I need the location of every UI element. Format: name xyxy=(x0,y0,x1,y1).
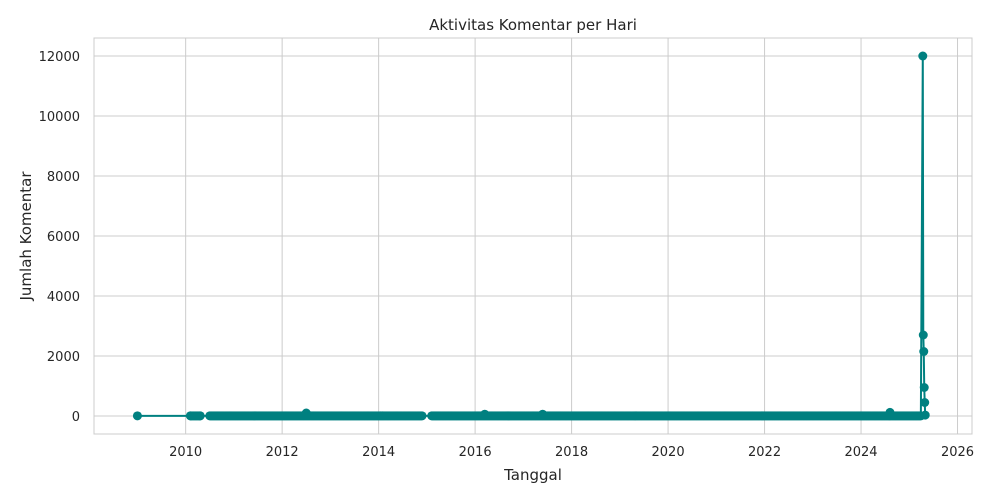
data-point xyxy=(920,410,930,420)
data-point xyxy=(918,330,928,340)
y-tick-label: 6000 xyxy=(47,230,80,245)
y-tick-label: 2000 xyxy=(47,350,80,365)
y-tick-label: 12000 xyxy=(39,50,80,65)
series-layer xyxy=(132,51,930,421)
x-tick-label: 2012 xyxy=(266,445,299,460)
y-tick-label: 0 xyxy=(72,410,80,425)
y-tick-label: 4000 xyxy=(47,290,80,305)
x-tick-label: 2018 xyxy=(555,445,588,460)
x-tick-label: 2014 xyxy=(362,445,395,460)
data-point xyxy=(132,411,142,421)
x-tick-label: 2016 xyxy=(459,445,492,460)
data-point xyxy=(919,383,929,392)
data-point xyxy=(417,411,427,421)
data-point xyxy=(195,411,205,421)
y-tick-label: 10000 xyxy=(39,110,80,125)
x-tick-labels: 2010 2012 2014 2016 2018 2020 2022 2024 2026 xyxy=(169,445,974,460)
x-tick-label: 2024 xyxy=(844,445,877,460)
x-tick-label: 2010 xyxy=(169,445,202,460)
chart-title: Aktivitas Komentar per Hari xyxy=(429,16,637,34)
y-tick-labels: 0 2000 4000 6000 8000 10000 12000 xyxy=(39,50,80,425)
x-axis-label: Tanggal xyxy=(503,466,562,484)
y-tick-label: 8000 xyxy=(47,170,80,185)
data-point xyxy=(919,347,929,356)
x-tick-label: 2020 xyxy=(652,445,685,460)
data-point xyxy=(918,51,928,61)
data-point xyxy=(920,398,930,407)
x-tick-label: 2022 xyxy=(748,445,781,460)
x-tick-label: 2026 xyxy=(941,445,974,460)
y-axis-label: Jumlah Komentar xyxy=(17,171,35,302)
